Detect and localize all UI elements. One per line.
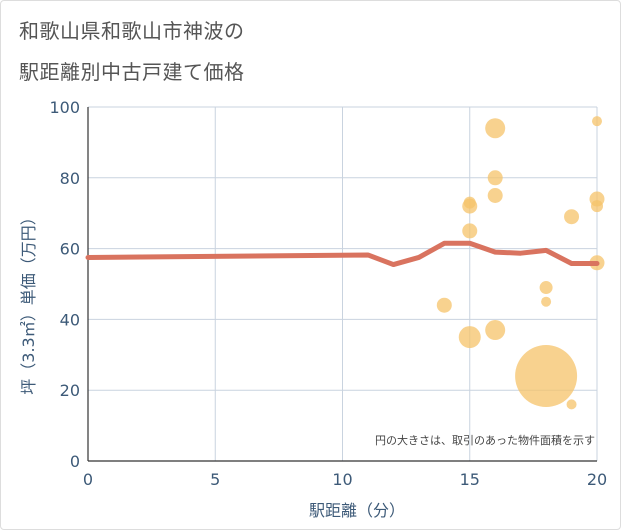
bubble-point-6 [487, 170, 503, 186]
bubble-point-16 [591, 200, 603, 213]
axes [87, 107, 597, 462]
bubble-point-12 [564, 209, 580, 225]
y-tick-label-40: 40 [60, 310, 80, 329]
bubble-series [436, 116, 605, 410]
y-tick-label-60: 60 [60, 240, 80, 259]
grid-lines [88, 106, 598, 461]
chart-title-line-1: 和歌山県和歌山市神波の [19, 19, 245, 43]
y-axis-label: 坪（3.3㎡）単価（万円） [19, 209, 38, 394]
bubble-point-14 [592, 116, 602, 127]
bubble-point-13 [566, 399, 577, 410]
bubble-point-8 [485, 320, 506, 341]
bubble-point-0 [436, 297, 452, 313]
x-tick-label-0: 0 [83, 470, 93, 489]
bubble-point-2 [462, 198, 478, 214]
chart-title-line-2: 駅距離別中古戸建て価格 [19, 60, 245, 84]
bubble-point-10 [541, 296, 552, 307]
bubble-point-11 [515, 345, 578, 408]
y-tick-label-0: 0 [70, 452, 80, 471]
bubble-point-3 [462, 223, 478, 239]
x-tick-label-5: 5 [210, 470, 220, 489]
x-tick-label-20: 20 [587, 470, 607, 489]
bubble-point-4 [458, 326, 481, 349]
bubble-point-9 [539, 281, 553, 295]
bubble-point-7 [487, 188, 503, 203]
bubble-size-note: 円の大きさは、取引のあった物件面積を示す [375, 433, 595, 447]
tick-labels: 0 20 40 60 80 100 0 5 10 15 20 [49, 98, 607, 489]
y-tick-label-20: 20 [60, 381, 80, 400]
bubble-point-5 [485, 118, 506, 139]
x-axis-label: 駅距離（分） [309, 501, 405, 520]
x-tick-label-10: 10 [332, 470, 352, 489]
x-tick-label-15: 15 [460, 470, 480, 489]
trend-series [85, 240, 600, 268]
trend-line [85, 240, 600, 268]
y-tick-label-100: 100 [49, 98, 80, 117]
y-tick-label-80: 80 [60, 169, 80, 188]
